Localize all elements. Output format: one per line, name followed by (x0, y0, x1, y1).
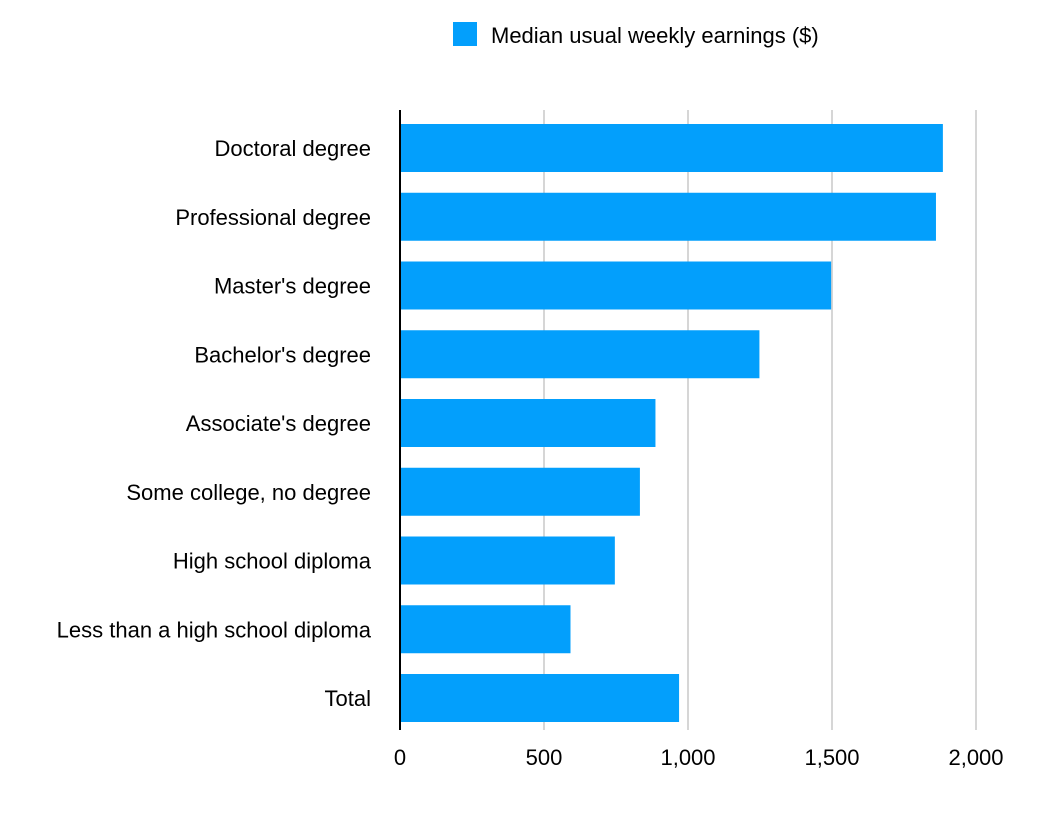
category-label: Bachelor's degree (194, 342, 371, 367)
category-label: Total (325, 686, 371, 711)
x-tick-labels: 0 500 1,000 1,500 2,000 (394, 745, 1004, 770)
category-label: Doctoral degree (214, 136, 371, 161)
bar (400, 124, 943, 172)
legend: Median usual weekly earnings ($) (453, 22, 819, 48)
category-label: High school diploma (173, 549, 372, 574)
bar (400, 192, 936, 241)
category-label: Professional degree (175, 205, 371, 230)
x-tick-label: 1,500 (804, 745, 859, 770)
bar (400, 467, 640, 516)
bar (400, 261, 832, 310)
legend-swatch (453, 22, 477, 46)
bar (400, 674, 680, 722)
category-labels: Doctoral degree Professional degree Master… (57, 136, 372, 711)
x-tick-label: 1,000 (660, 745, 715, 770)
x-tick-label: 2,000 (948, 745, 1003, 770)
bar (400, 605, 571, 654)
category-label: Some college, no degree (126, 480, 371, 505)
bar (400, 330, 760, 379)
category-label: Less than a high school diploma (57, 617, 372, 642)
category-label: Master's degree (214, 274, 371, 299)
bar (400, 399, 656, 447)
x-tick-label: 0 (394, 745, 406, 770)
bars (400, 124, 943, 722)
x-tick-label: 500 (526, 745, 563, 770)
category-label: Associate's degree (186, 411, 371, 436)
legend-label: Median usual weekly earnings ($) (491, 23, 819, 48)
bar (400, 536, 615, 585)
